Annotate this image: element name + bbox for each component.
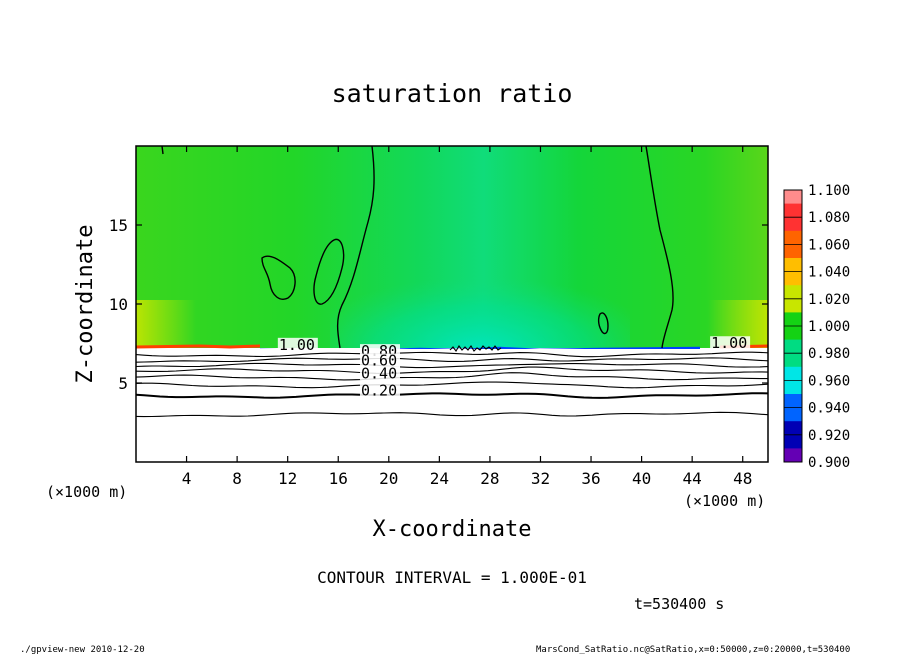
colorbar-label: 0.980 — [808, 346, 850, 362]
y-tick-label: 15 — [109, 216, 128, 235]
x-tick-label: 24 — [430, 469, 449, 488]
colorbar-label: 0.920 — [808, 428, 850, 444]
cyan-blob — [330, 230, 630, 348]
colorbar-label: 0.900 — [808, 455, 850, 471]
contour-line-lower — [136, 351, 768, 358]
red-edge-left — [136, 344, 261, 349]
contour-line-1-00-left — [336, 146, 375, 349]
x-tick-label: 20 — [379, 469, 398, 488]
colorbar-label: 0.960 — [808, 373, 850, 389]
colorbar-swatch — [784, 448, 802, 463]
contour-label: 0.60 — [361, 352, 397, 370]
contour-label-bg — [277, 337, 318, 352]
x-axis-unit-right: (×1000 m) — [684, 492, 765, 510]
contour-label-bg — [359, 383, 400, 398]
contour-line-1-00-right — [645, 146, 674, 349]
colorbar: 1.100 1.080 1.060 1.040 1.020 1.000 0.980 0.960… — [783, 183, 850, 471]
contour-line-lower — [136, 392, 768, 399]
contour-interval-text: CONTOUR INTERVAL = 1.000E-01 — [317, 568, 587, 587]
x-tick-label: 32 — [531, 469, 550, 488]
contour-label: 1.00 — [279, 336, 315, 354]
x-axis-ticks: 4 8 12 16 20 24 28 32 36 40 44 48 — [182, 146, 752, 488]
contour-line-lower — [136, 362, 768, 369]
y-tick-label: 5 — [118, 374, 128, 393]
y-axis-ticks: 5 10 15 — [109, 216, 768, 393]
contour-island-b — [313, 238, 345, 305]
colorbar-label: 1.060 — [808, 237, 850, 253]
contour-island-c — [597, 312, 609, 335]
contour-line-lower — [136, 372, 768, 381]
colorbar-swatch — [784, 190, 802, 205]
chart-title: saturation ratio — [332, 79, 573, 108]
x-axis-unit-left: (×1000 m) — [46, 483, 127, 501]
x-tick-label: 4 — [182, 469, 192, 488]
contour-label-bg — [359, 366, 400, 381]
contour-label: 0.20 — [361, 382, 397, 400]
contour-top-tick-left — [161, 146, 164, 155]
lower-contours — [136, 351, 768, 418]
contour-noise — [449, 345, 502, 352]
contour-label: 0.40 — [361, 364, 397, 382]
contour-label-bg — [710, 336, 751, 351]
colorbar-label: 1.040 — [808, 265, 850, 281]
x-tick-label: 48 — [733, 469, 752, 488]
x-tick-label: 8 — [232, 469, 242, 488]
colorbar-label: 0.940 — [808, 401, 850, 417]
colorbar-label: 1.020 — [808, 292, 850, 308]
contour-line-lower — [136, 411, 768, 418]
time-text: t=530400 s — [634, 595, 724, 613]
colorbar-label: 1.100 — [808, 183, 850, 199]
y-tick-label: 10 — [109, 295, 128, 314]
contour-line-lower — [136, 366, 768, 374]
contour-label: 1.00 — [711, 334, 747, 352]
contour-line-lower — [136, 357, 768, 363]
plot-area — [136, 146, 768, 462]
x-tick-label: 44 — [683, 469, 702, 488]
footer-left: ./gpview-new 2010-12-20 — [20, 645, 145, 654]
contour-island-a — [261, 255, 296, 300]
footer-right: MarsCond_SatRatio.nc@SatRatio,x=0:50000,… — [536, 645, 850, 654]
x-tick-label: 16 — [329, 469, 348, 488]
x-tick-label: 36 — [581, 469, 600, 488]
x-axis-label: X-coordinate — [373, 517, 532, 542]
colorbar-label: 1.000 — [808, 319, 850, 335]
contour-line-lower — [136, 381, 768, 389]
unsaturated-region — [136, 349, 768, 462]
x-tick-label: 40 — [632, 469, 651, 488]
y-axis-label: Z-coordinate — [73, 225, 98, 384]
contour-label-bg — [359, 353, 400, 368]
yellow-left-band — [136, 300, 196, 348]
colorbar-label: 1.080 — [808, 210, 850, 226]
x-tick-label: 28 — [480, 469, 499, 488]
contour-labels: 1.00 1.000.800.600.400.20 — [277, 334, 751, 400]
x-tick-label: 12 — [278, 469, 297, 488]
